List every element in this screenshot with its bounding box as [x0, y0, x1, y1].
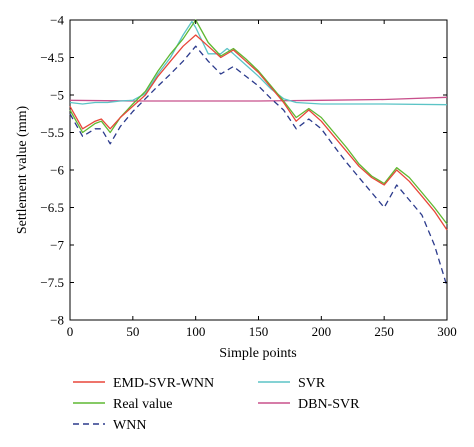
legend-label: DBN-SVR: [298, 397, 360, 412]
y-tick-label: −5.5: [40, 125, 64, 140]
series-line-dbn-svr: [69, 96, 448, 102]
x-axis-ticks: 0 50 100 150 200 250 300: [67, 20, 457, 339]
series-line-svr: [69, 20, 448, 106]
legend-label: EMD-SVR-WNN: [113, 376, 214, 391]
series-line-emd-svr-wnn: [69, 34, 448, 231]
y-axis-label: Settlement value (mm): [15, 106, 30, 235]
x-tick-label: 150: [249, 324, 269, 339]
x-axis-label: Simple points: [219, 346, 296, 361]
plot-frame: [69, 19, 448, 321]
y-tick-label: −4.5: [40, 50, 64, 65]
y-tick-label: −8: [50, 313, 64, 328]
x-tick-label: 200: [312, 324, 332, 339]
y-tick-label: −7.5: [40, 275, 64, 290]
x-tick-label: 300: [437, 324, 457, 339]
legend-label: WNN: [113, 418, 146, 433]
series-line-wnn: [69, 45, 448, 287]
x-tick-label: 100: [186, 324, 206, 339]
y-axis-ticks: −8 −7.5 −7 −6.5 −6 −5.5 −5 −4.5 −4: [40, 13, 447, 328]
legend: EMD-SVR-WNN Real value WNN SVR DBN-SVR: [73, 376, 360, 433]
y-tick-label: −6.5: [40, 200, 64, 215]
y-tick-label: −5: [50, 88, 64, 103]
y-tick-label: −6: [50, 163, 64, 178]
series-lines: [69, 19, 448, 287]
y-tick-label: −4: [50, 13, 64, 28]
x-tick-label: 50: [126, 324, 139, 339]
legend-label: Real value: [113, 397, 172, 412]
x-tick-label: 0: [67, 324, 74, 339]
y-tick-label: −7: [50, 238, 64, 253]
legend-label: SVR: [298, 376, 326, 391]
x-tick-label: 250: [374, 324, 394, 339]
